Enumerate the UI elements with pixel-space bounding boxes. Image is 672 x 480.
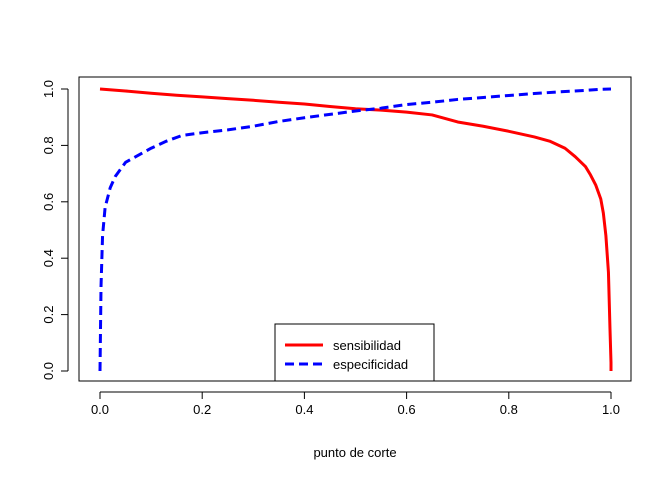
- x-tick-label: 0.2: [193, 402, 211, 417]
- y-tick-label: 0.8: [41, 136, 56, 154]
- y-tick-label: 0.6: [41, 193, 56, 211]
- x-axis: 0.0 0.2 0.4 0.6 0.8 1.0: [91, 391, 620, 417]
- x-tick-label: 1.0: [602, 402, 620, 417]
- y-axis: 0.0 0.2 0.4 0.6 0.8 1.0: [41, 80, 69, 380]
- legend: sensibilidad especificidad: [274, 323, 435, 382]
- y-tick-label: 0.2: [41, 306, 56, 324]
- x-axis-label: punto de corte: [313, 445, 396, 460]
- series-line-sensibilidad: [99, 87, 613, 371]
- y-tick-label: 0.0: [41, 362, 56, 380]
- x-tick-label: 0.6: [398, 402, 416, 417]
- series-layer: [98, 87, 613, 372]
- legend-label-especificidad: especificidad: [333, 357, 408, 372]
- x-tick-label: 0.4: [295, 402, 313, 417]
- x-tick-label: 0.0: [91, 402, 109, 417]
- y-tick-label: 1.0: [41, 80, 56, 98]
- y-tick-label: 0.4: [41, 249, 56, 267]
- legend-box: [274, 323, 435, 382]
- x-tick-label: 0.8: [500, 402, 518, 417]
- legend-label-sensibilidad: sensibilidad: [333, 338, 401, 353]
